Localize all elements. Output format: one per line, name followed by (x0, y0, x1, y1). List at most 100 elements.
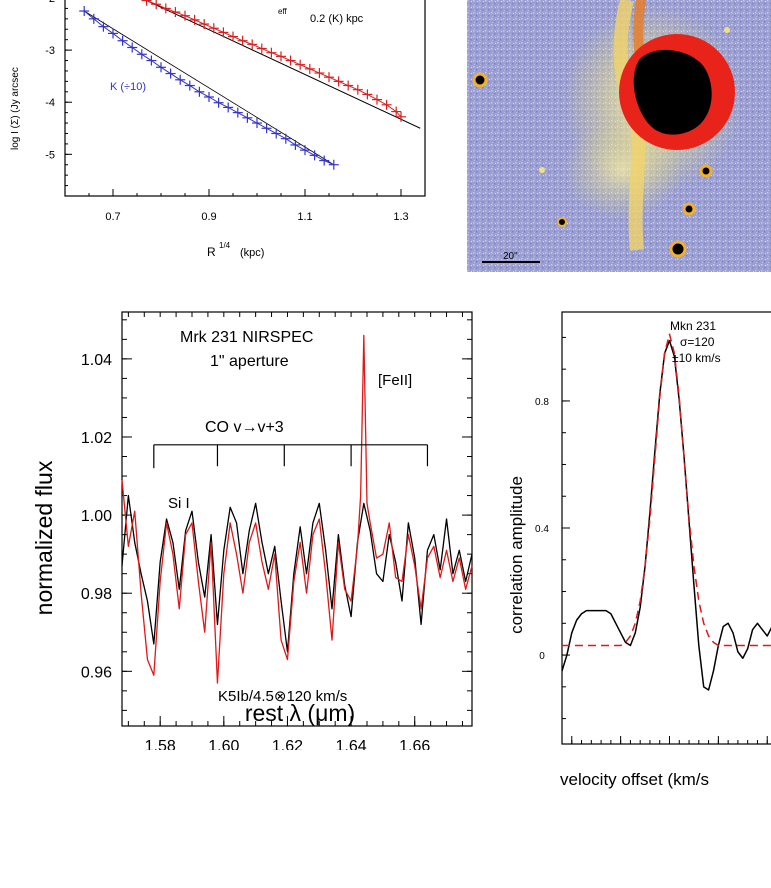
profile-point (141, 0, 152, 6)
profile-point (108, 28, 118, 39)
profile-point (88, 13, 99, 24)
correlation-axes: -1000-5000500100000.40.8 (535, 336, 768, 744)
profile-point (333, 76, 344, 87)
profile-point (271, 128, 282, 139)
correlation-series (561, 333, 771, 691)
profile-point (223, 102, 234, 113)
star-icon (472, 72, 488, 88)
profile-point (252, 118, 262, 129)
profile-ylabel: log I (Σ) (Jy arcsec (10, 67, 21, 150)
spectrum-series (121, 334, 473, 684)
profile-point (300, 145, 310, 156)
y-tick-label: 0.98 (81, 586, 112, 603)
star-icon (539, 167, 545, 173)
correlation-frame (561, 311, 771, 745)
spectrum-chart: 1.58 1.60 1.62 1.64 1.66 0.96 0.98 1.00 1.02 1.04… (31, 311, 473, 750)
profile-point (352, 84, 363, 95)
profile-point (343, 80, 354, 91)
profile-point (184, 80, 195, 91)
profile-point (247, 39, 258, 50)
profile-point (165, 68, 176, 79)
profile-point (381, 99, 392, 110)
spectrum-subtitle: 1" aperture (210, 353, 289, 370)
corr-annotation-3: ±10 km/s (672, 351, 721, 365)
x-tick-label: 1.58 (145, 738, 176, 750)
profile-point (79, 6, 90, 17)
profile-series (79, 0, 421, 170)
star-icon (557, 217, 567, 227)
profile-point (372, 94, 382, 105)
profile-point (396, 111, 406, 122)
profile-point (199, 19, 210, 30)
fit-line (83, 10, 335, 166)
profile-point (256, 43, 267, 54)
x-tick-label: 0.9 (201, 211, 216, 223)
profile-xlabel-unit: (kpc) (240, 247, 264, 259)
profile-series-line (146, 0, 402, 118)
y-tick-label: 0 (539, 651, 545, 662)
profile-series-label: K (÷10) (110, 81, 146, 93)
co-label: CO v→v+3 (205, 419, 284, 436)
star-icon (724, 27, 730, 33)
profile-header: 0.2 (K) kpc (310, 13, 364, 25)
profile-point (136, 49, 147, 60)
y-tick-label: 0.8 (535, 397, 549, 408)
profile-point (328, 159, 339, 170)
profile-point (314, 68, 325, 79)
x-tick-label: 1.3 (393, 211, 408, 223)
spectrum-series-line (121, 334, 473, 684)
spectrum-series-line (121, 494, 473, 653)
y-tick-label: 1.00 (81, 508, 112, 525)
x-tick-label: 0.7 (105, 211, 120, 223)
profile-point (290, 139, 301, 150)
profile-point (160, 3, 171, 14)
profile-point (276, 51, 286, 62)
profile-point (285, 55, 296, 66)
scale-bar-label: 20" (503, 251, 518, 262)
profile-point (319, 155, 330, 166)
profile-axes: 0.7 0.9 1.1 1.3 -2 -3 -4 -5 (45, 0, 408, 223)
co-bandhead-markers (153, 444, 429, 469)
profile-point (232, 107, 243, 118)
profile-chart: 0.7 0.9 1.1 1.3 -2 -3 -4 -5 0.2 (K) kpc eff log… (10, 0, 426, 259)
profile-point (261, 123, 272, 134)
template-label: K5Ib/4.5⊗120 km/s (218, 688, 347, 705)
fit-line (146, 0, 421, 129)
profile-point (295, 59, 306, 70)
star-icon (682, 202, 696, 216)
correlation-series-line (562, 333, 771, 647)
y-tick-label: -4 (45, 97, 55, 109)
y-tick-label: 0.4 (535, 524, 549, 535)
profile-point (208, 23, 219, 34)
profile-point (309, 150, 320, 161)
x-tick-label: 1.1 (297, 211, 312, 223)
y-tick-label: -3 (45, 45, 55, 57)
spectrum-title: Mrk 231 NIRSPEC (180, 329, 313, 346)
profile-point (324, 72, 334, 83)
profile-point (266, 47, 277, 58)
corr-annotation-1: Mkn 231 (670, 319, 716, 333)
profile-point (280, 133, 291, 144)
x-tick-label: 1.64 (336, 738, 367, 750)
profile-header-partial: eff (278, 7, 288, 16)
profile-point (180, 10, 190, 21)
spectrum-axes: 1.58 1.60 1.62 1.64 1.66 0.96 0.98 1.00 1.02 1.04 (81, 312, 472, 750)
x-tick-label: 1.66 (399, 738, 430, 750)
profile-point (127, 42, 138, 53)
y-tick-label: -5 (45, 149, 55, 161)
y-tick-label: 0.96 (81, 664, 112, 681)
correlation-series-line (561, 339, 771, 691)
spectrum-ylabel: normalized flux (31, 460, 57, 615)
profile-point (98, 21, 109, 32)
profile-point (170, 7, 181, 18)
y-tick-label: 1.02 (81, 430, 112, 447)
star-icon (669, 240, 687, 258)
x-tick-label: 1.60 (208, 738, 239, 750)
profile-point (213, 97, 224, 108)
profile-xlabel: R (207, 245, 216, 259)
profile-point (362, 89, 373, 100)
profile-point (156, 62, 166, 73)
corr-annotation-2: σ=120 (680, 335, 715, 349)
y-tick-label: -2 (45, 0, 55, 5)
profile-point (204, 92, 214, 102)
